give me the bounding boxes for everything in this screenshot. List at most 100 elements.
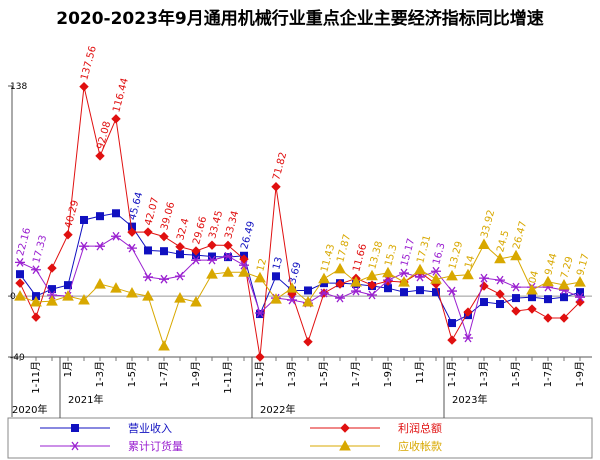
year-label: 2022年	[260, 403, 295, 416]
series-line	[19, 243, 581, 348]
marker	[480, 298, 488, 307]
marker	[46, 295, 58, 306]
x-tick-label: 1-7月	[158, 361, 170, 387]
marker	[78, 294, 90, 305]
value-label: 13	[271, 256, 285, 271]
marker	[95, 151, 105, 161]
marker	[495, 289, 505, 299]
value-label: 42.07	[143, 196, 161, 227]
x-tick-label: 1-7月	[350, 361, 362, 387]
legend-box	[7, 417, 593, 459]
marker	[14, 290, 26, 301]
marker	[559, 313, 569, 323]
x-tick-label: 1-3月	[286, 361, 298, 387]
marker	[318, 272, 330, 284]
marker	[462, 268, 474, 280]
marker	[448, 319, 456, 328]
marker	[79, 81, 89, 92]
marker	[16, 270, 24, 279]
marker	[335, 293, 345, 303]
marker	[223, 251, 233, 261]
value-label: 11.66	[351, 243, 369, 274]
value-label: 17.31	[415, 234, 433, 265]
marker	[463, 307, 473, 317]
marker	[238, 266, 250, 277]
marker	[176, 250, 184, 259]
marker	[335, 279, 345, 289]
marker	[272, 272, 280, 281]
marker	[126, 287, 138, 298]
x-tick-label: 1-9月	[382, 361, 394, 387]
value-label: 26.49	[239, 220, 257, 251]
marker	[302, 296, 314, 307]
marker	[340, 423, 350, 433]
marker	[542, 275, 554, 287]
marker	[430, 273, 442, 284]
marker	[63, 230, 73, 240]
marker	[80, 215, 88, 224]
x-tick-label: 1-9月	[574, 361, 586, 387]
value-label: 116.44	[111, 77, 131, 114]
legend-label: 营业收入	[128, 421, 172, 435]
value-label: 9.44	[543, 252, 559, 276]
marker	[47, 290, 57, 300]
marker	[350, 276, 362, 287]
marker	[79, 241, 89, 251]
marker	[110, 282, 122, 293]
value-label: 33.34	[223, 210, 241, 241]
marker	[319, 288, 329, 298]
marker	[191, 246, 201, 256]
value-label: 33.92	[479, 209, 497, 240]
value-label: 33.45	[207, 209, 225, 240]
marker	[526, 283, 538, 295]
marker	[112, 209, 120, 218]
value-label: 04	[527, 270, 541, 285]
x-tick-label: 1-11月	[30, 361, 42, 394]
marker	[431, 266, 441, 276]
marker	[351, 286, 361, 296]
marker	[206, 268, 218, 279]
marker	[560, 293, 568, 302]
x-tick-label: 1-5月	[510, 361, 522, 387]
marker	[447, 286, 457, 296]
value-label: 16.3	[431, 242, 447, 266]
y-tick-label: 138	[10, 82, 27, 92]
marker	[334, 262, 346, 274]
marker	[399, 268, 409, 278]
marker	[558, 278, 570, 290]
value-label: 17.33	[31, 234, 49, 265]
marker	[367, 290, 377, 300]
marker	[175, 271, 185, 281]
y-tick-label: -40	[10, 353, 25, 363]
marker	[15, 278, 25, 288]
marker	[31, 312, 41, 322]
marker	[382, 266, 394, 278]
marker	[160, 247, 168, 256]
marker	[463, 333, 473, 343]
marker	[286, 282, 298, 293]
marker	[543, 313, 553, 323]
marker	[96, 212, 104, 221]
marker	[175, 242, 185, 252]
marker	[239, 254, 249, 264]
x-tick-label: 1-3月	[478, 361, 490, 387]
marker	[270, 293, 282, 304]
x-tick-label: 1-1月	[254, 361, 266, 387]
marker	[143, 227, 153, 237]
marker	[127, 227, 137, 237]
year-label: 2023年	[452, 393, 487, 406]
marker	[400, 288, 408, 297]
marker	[496, 300, 504, 309]
marker	[144, 246, 152, 255]
marker	[142, 290, 154, 301]
marker	[158, 340, 170, 351]
marker	[527, 304, 537, 314]
marker	[207, 255, 217, 265]
legend-label: 累计订货量	[128, 439, 183, 453]
marker	[111, 114, 121, 124]
value-label: 92.08	[95, 120, 113, 151]
marker	[127, 243, 137, 253]
marker	[304, 286, 312, 295]
x-tick-label: 1-3月	[94, 361, 106, 387]
